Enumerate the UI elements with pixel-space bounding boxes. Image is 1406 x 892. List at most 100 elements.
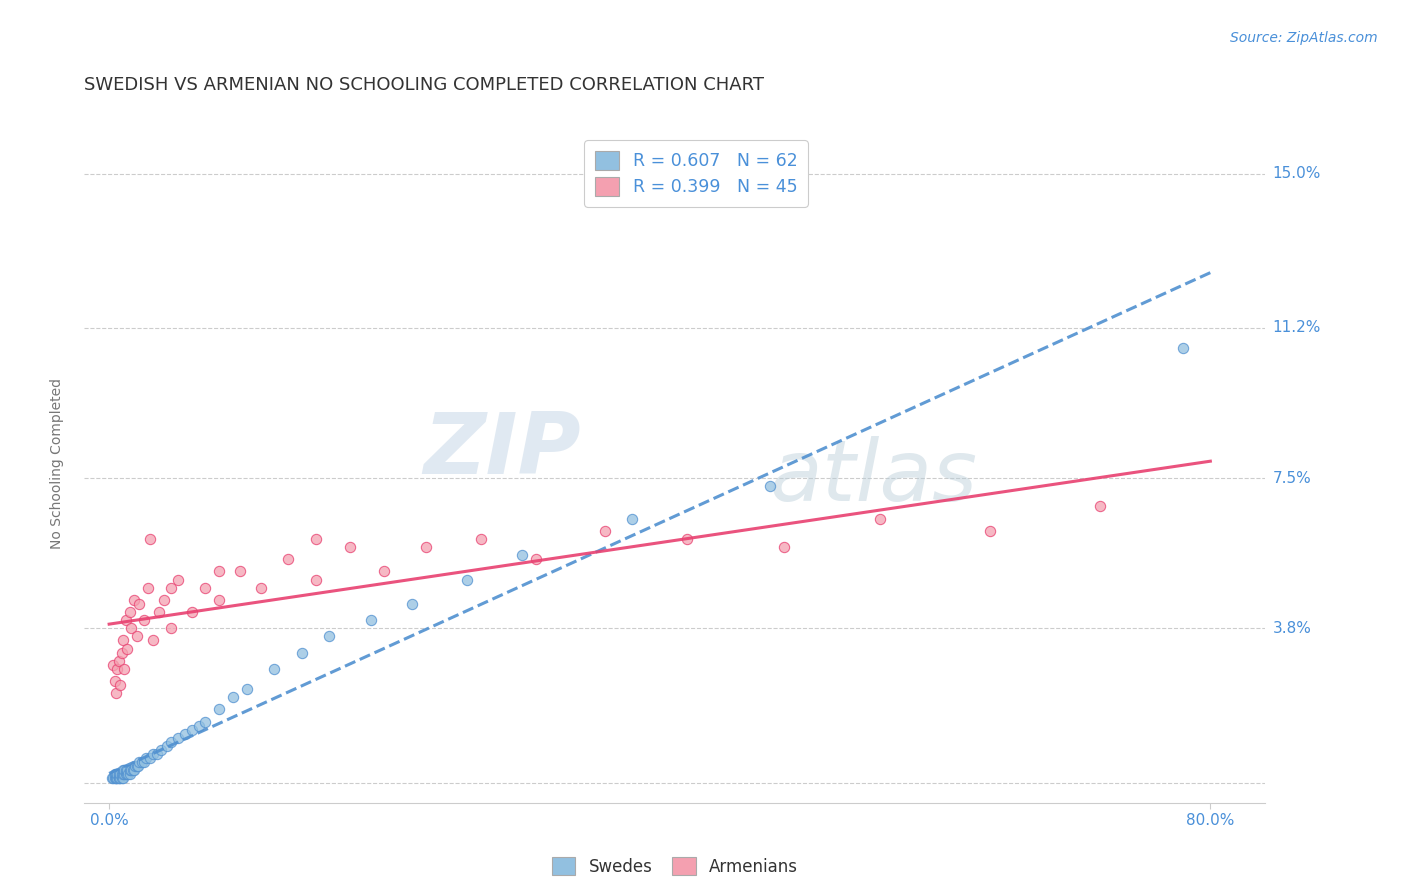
Point: [524, 552, 547, 566]
Point: [470, 532, 492, 546]
Point: [108, 678, 131, 692]
Point: [208, 565, 231, 579]
Point: [118, 764, 141, 778]
Point: [127, 759, 149, 773]
Point: [125, 759, 148, 773]
Point: [121, 764, 143, 778]
Point: [120, 764, 142, 778]
Point: [112, 662, 135, 676]
Point: [131, 755, 153, 769]
Point: [979, 524, 1001, 538]
Point: [110, 767, 132, 781]
Point: [107, 772, 129, 786]
Point: [139, 532, 162, 546]
Point: [135, 751, 157, 765]
Point: [122, 764, 145, 778]
Point: [125, 629, 148, 643]
Point: [105, 686, 128, 700]
Point: [142, 747, 165, 761]
Point: [676, 532, 699, 546]
Point: [139, 751, 162, 765]
Point: [107, 767, 129, 781]
Text: 15.0%: 15.0%: [1272, 166, 1320, 181]
Point: [124, 759, 146, 773]
Point: [339, 540, 361, 554]
Point: [415, 540, 437, 554]
Point: [277, 552, 299, 566]
Point: [148, 605, 170, 619]
Point: [304, 532, 326, 546]
Point: [510, 548, 533, 562]
Point: [1090, 500, 1112, 514]
Point: [110, 646, 132, 660]
Point: [194, 581, 217, 595]
Point: [167, 731, 190, 745]
Point: [180, 723, 202, 737]
Point: [105, 767, 128, 781]
Point: [142, 633, 165, 648]
Point: [222, 690, 245, 705]
Text: 11.2%: 11.2%: [1272, 320, 1320, 335]
Point: [103, 657, 125, 672]
Point: [772, 540, 794, 554]
Point: [456, 573, 478, 587]
Point: [120, 621, 142, 635]
Text: ZIP: ZIP: [423, 409, 581, 491]
Point: [118, 605, 141, 619]
Y-axis label: No Schooling Completed: No Schooling Completed: [49, 378, 63, 549]
Point: [114, 613, 136, 627]
Point: [1171, 341, 1194, 355]
Point: [208, 592, 231, 607]
Point: [291, 646, 314, 660]
Point: [318, 629, 340, 643]
Point: [104, 673, 127, 688]
Point: [173, 727, 195, 741]
Point: [360, 613, 382, 627]
Point: [236, 682, 259, 697]
Point: [114, 764, 136, 778]
Point: [160, 621, 183, 635]
Point: [111, 767, 134, 781]
Point: [105, 772, 128, 786]
Point: [156, 739, 179, 753]
Point: [104, 767, 127, 781]
Point: [136, 581, 159, 595]
Legend: Swedes, Armenians: Swedes, Armenians: [546, 851, 804, 882]
Point: [112, 764, 135, 778]
Point: [101, 772, 124, 786]
Point: [107, 654, 129, 668]
Point: [132, 613, 155, 627]
Point: [160, 581, 183, 595]
Point: [108, 767, 131, 781]
Point: [112, 767, 135, 781]
Point: [115, 641, 138, 656]
Point: [128, 755, 150, 769]
Point: [146, 747, 169, 761]
Point: [103, 772, 125, 786]
Point: [132, 755, 155, 769]
Text: 3.8%: 3.8%: [1272, 621, 1312, 636]
Point: [229, 565, 252, 579]
Point: [373, 565, 395, 579]
Text: 7.5%: 7.5%: [1272, 471, 1312, 485]
Text: Source: ZipAtlas.com: Source: ZipAtlas.com: [1230, 31, 1378, 45]
Point: [105, 767, 128, 781]
Point: [208, 702, 231, 716]
Point: [104, 772, 127, 786]
Point: [401, 597, 423, 611]
Point: [108, 772, 131, 786]
Point: [160, 735, 183, 749]
Text: atlas: atlas: [769, 436, 977, 519]
Point: [263, 662, 285, 676]
Point: [759, 479, 782, 493]
Point: [194, 714, 217, 729]
Point: [105, 772, 128, 786]
Point: [117, 767, 139, 781]
Point: [869, 511, 891, 525]
Point: [249, 581, 271, 595]
Point: [111, 633, 134, 648]
Point: [115, 767, 138, 781]
Point: [167, 573, 190, 587]
Point: [111, 772, 134, 786]
Point: [150, 743, 173, 757]
